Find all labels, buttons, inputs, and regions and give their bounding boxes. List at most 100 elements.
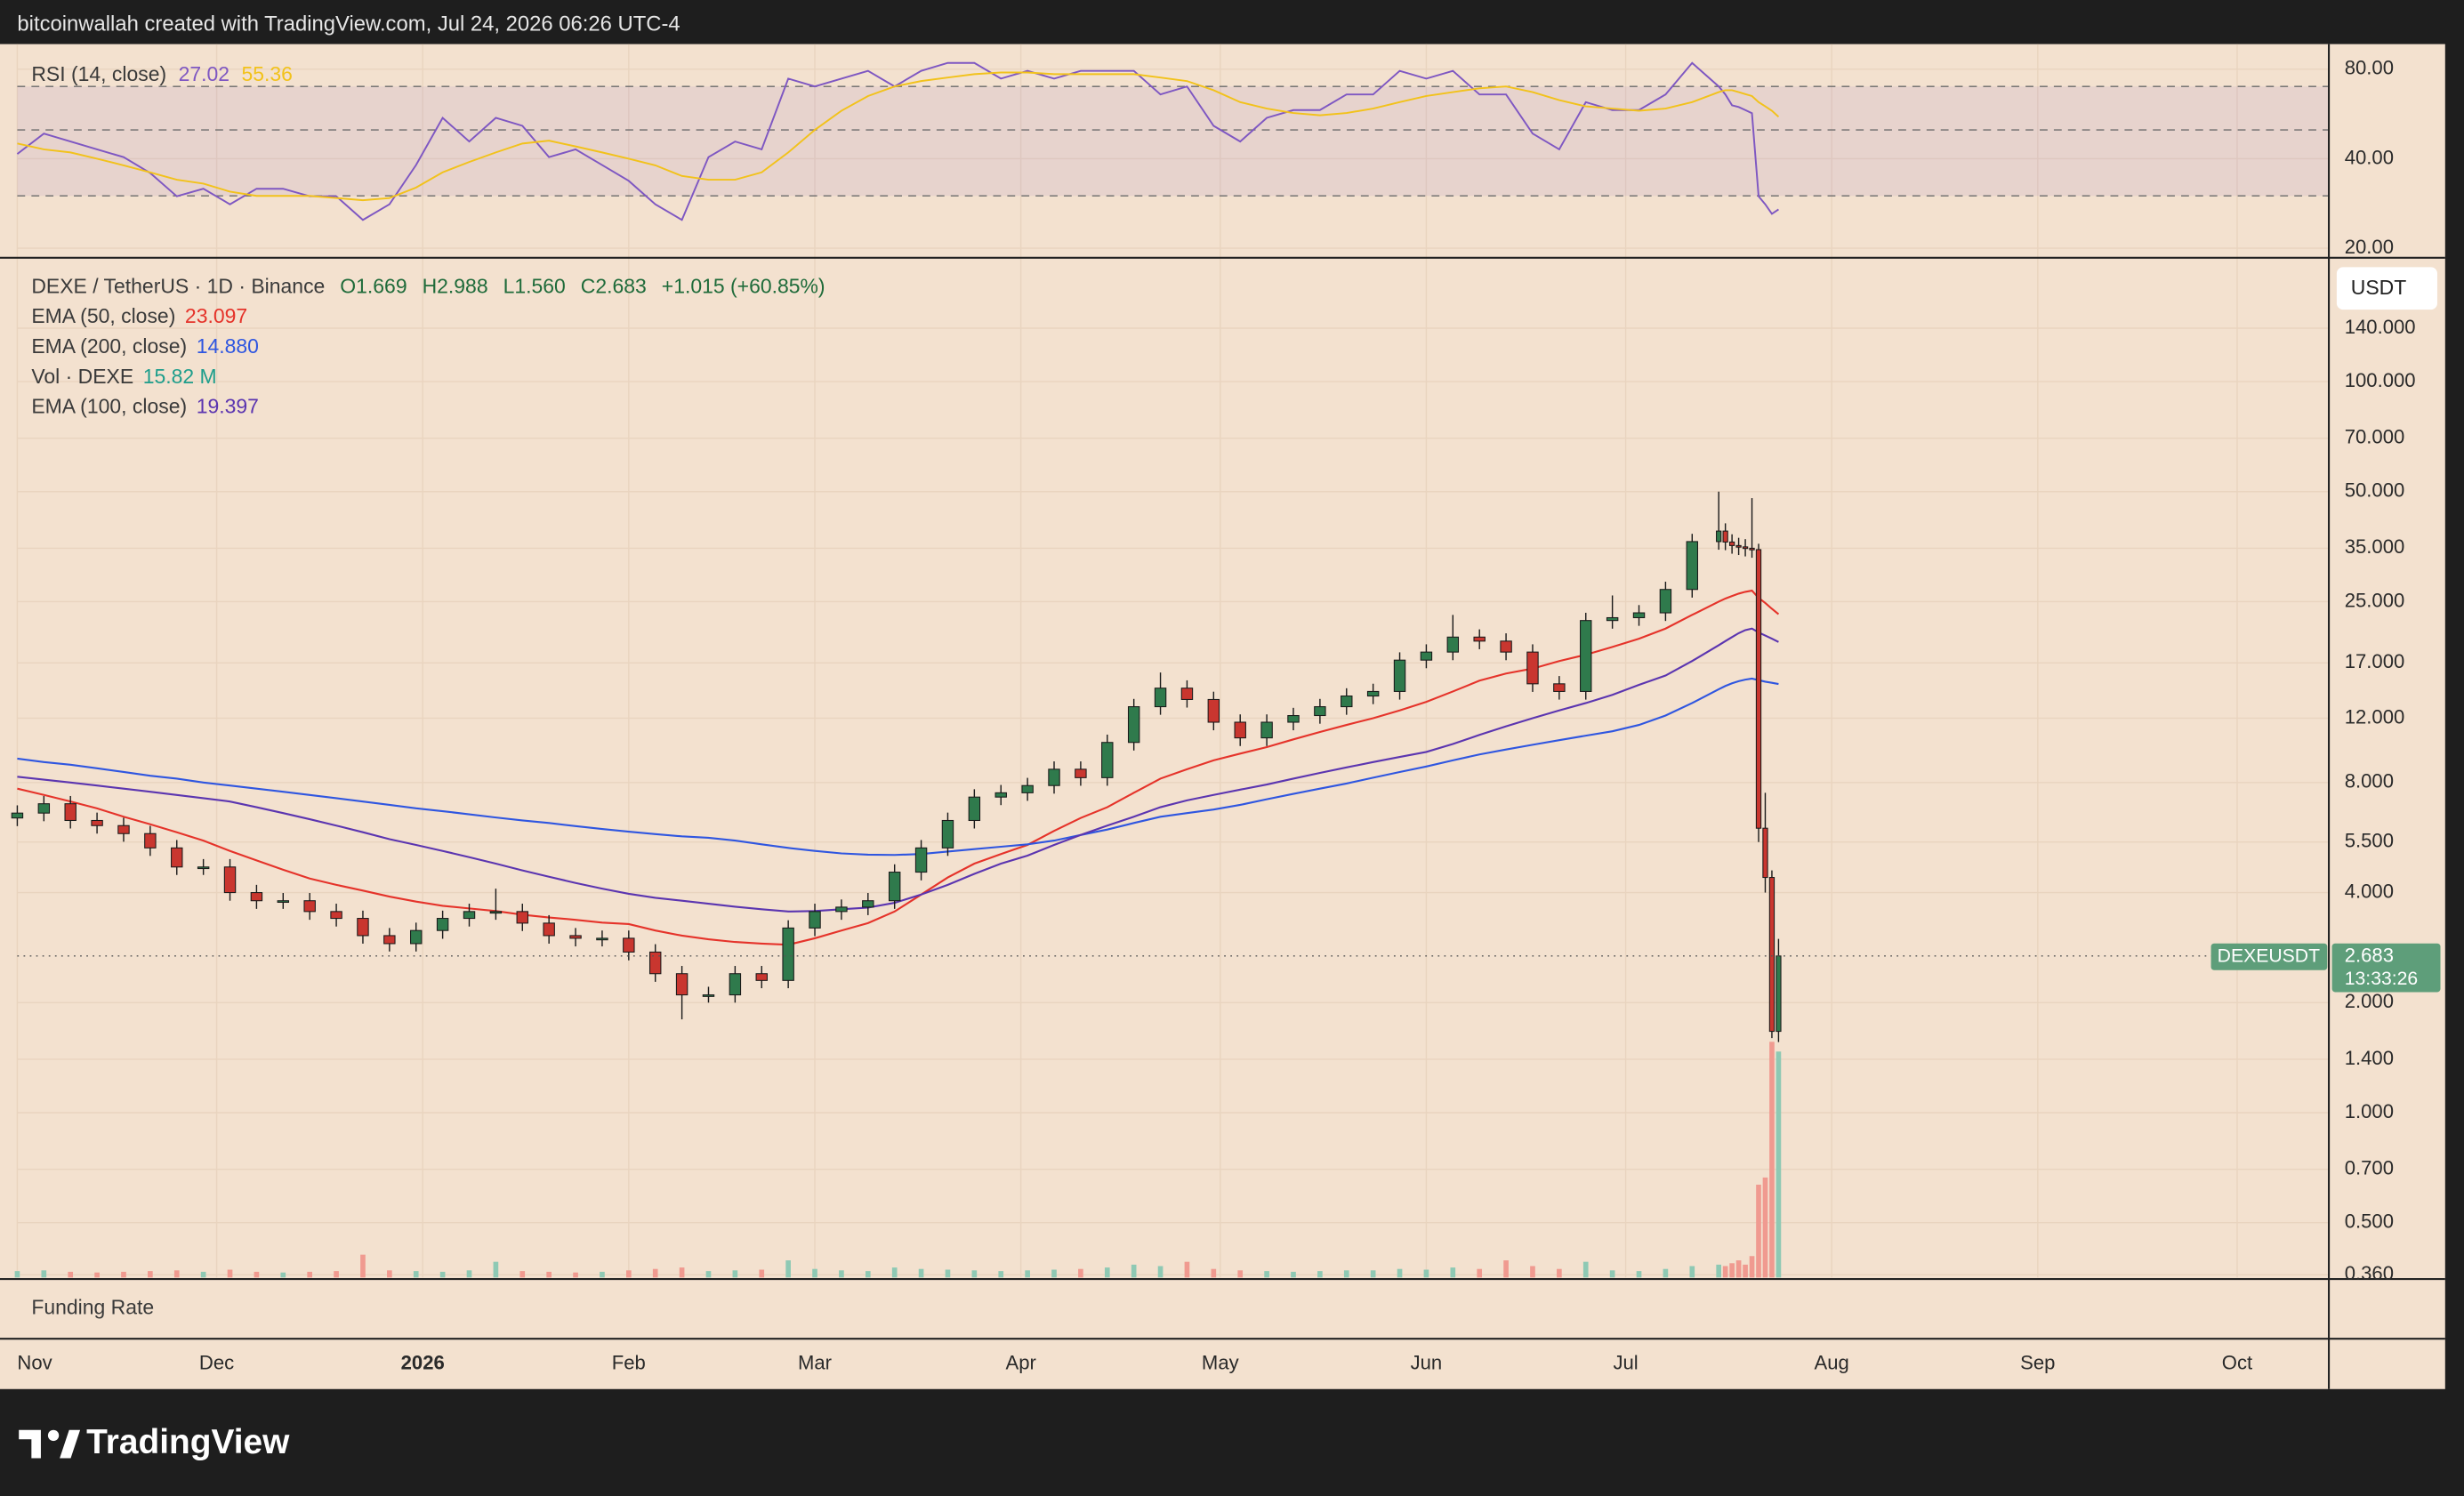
- ohlc-open: O1.669: [340, 274, 407, 297]
- volume-bar: [1397, 1268, 1403, 1278]
- volume-bar: [1370, 1270, 1376, 1278]
- currency-button[interactable]: USDT: [2336, 267, 2437, 310]
- volume-bar: [280, 1272, 286, 1278]
- rsi-legend: RSI (14, close) 27.02 55.36: [31, 62, 293, 85]
- volume-bar: [466, 1270, 472, 1278]
- indicator-legend: EMA (50, close) 23.097 EMA (200, close) 14.…: [31, 304, 259, 418]
- volume-bar: [121, 1271, 126, 1278]
- volume-bar: [573, 1272, 578, 1278]
- chart-background: [0, 44, 2445, 1389]
- volume-bar: [1184, 1261, 1190, 1278]
- price-tag-price: 2.683: [2345, 945, 2394, 967]
- candle-body: [543, 922, 555, 937]
- axes: 140.000 100.000 70.000 50.000 35.000 25.000 17…: [17, 57, 2441, 1373]
- volume-bar: [173, 1270, 180, 1278]
- volume-bar: [1769, 1042, 1775, 1278]
- volume-bar: [1291, 1271, 1296, 1278]
- volume-bar: [1735, 1260, 1742, 1278]
- brand-name: TradingView: [86, 1423, 290, 1461]
- legend-value: 23.097: [185, 304, 247, 327]
- currency-button-label[interactable]: USDT: [2351, 276, 2406, 299]
- y-tick-label: 0.360: [2345, 1262, 2394, 1284]
- volume-bar: [387, 1270, 392, 1278]
- candle-body: [489, 911, 503, 914]
- volume-bar: [1157, 1266, 1164, 1278]
- x-tick-label: Oct: [2222, 1351, 2252, 1373]
- candle-body: [11, 812, 24, 819]
- y-tick-label: 25.000: [2345, 589, 2405, 611]
- candle-body: [835, 906, 848, 913]
- volume-bar: [148, 1271, 153, 1278]
- price-tag-countdown: 13:33:26: [2345, 969, 2418, 989]
- candle-body: [755, 973, 768, 981]
- volume-bar: [918, 1268, 924, 1278]
- volume-bar: [227, 1269, 233, 1278]
- candle-body: [303, 900, 316, 913]
- volume-bar: [546, 1271, 552, 1278]
- volume-bar: [1051, 1269, 1057, 1278]
- volume-bar: [439, 1271, 446, 1278]
- volume-bar: [1743, 1264, 1748, 1278]
- y-tick-label: 5.500: [2345, 830, 2394, 852]
- legend-entry: EMA (200, close) 14.880: [31, 334, 259, 358]
- volume-bar: [14, 1271, 20, 1278]
- candle-body: [1659, 589, 1672, 614]
- volume-bar: [945, 1269, 951, 1278]
- brand-logo: [19, 1429, 81, 1459]
- volume-bar: [1211, 1268, 1217, 1278]
- candle-body: [1606, 616, 1619, 622]
- volume-bar: [1343, 1270, 1349, 1278]
- candle-body: [1393, 659, 1406, 692]
- x-tick-label: Sep: [2020, 1351, 2055, 1373]
- legend-entry: EMA (100, close) 19.397: [31, 395, 259, 418]
- candle-body: [1366, 690, 1380, 697]
- candle-body: [1260, 721, 1273, 739]
- symbol-legend: DEXE / TetherUS · 1D · Binance O1.669 H2…: [31, 274, 825, 297]
- y-tick-label: 50.000: [2345, 479, 2405, 502]
- volume-bar: [1237, 1270, 1244, 1278]
- volume-bar: [652, 1268, 658, 1278]
- candle-body: [1716, 530, 1722, 543]
- candle-body: [702, 994, 715, 997]
- volume-bar: [971, 1270, 978, 1278]
- x-tick-label: Jun: [1411, 1351, 1443, 1373]
- ema-line: [17, 677, 1779, 857]
- candle-body: [1075, 768, 1087, 778]
- y-tick-label: 70.000: [2345, 426, 2405, 448]
- volume-bar: [68, 1271, 74, 1278]
- volume-bar: [1729, 1263, 1735, 1278]
- legend-name: EMA (100, close): [31, 395, 187, 418]
- volume-bar: [1423, 1269, 1429, 1278]
- candle-body: [1154, 688, 1167, 708]
- candle-body: [64, 803, 76, 822]
- y-tick-label: 1.000: [2345, 1100, 2394, 1122]
- y-tick-label: 8.000: [2345, 770, 2394, 792]
- candle-body: [1749, 547, 1755, 551]
- candle-body: [436, 918, 449, 931]
- volume-bar: [1530, 1266, 1535, 1278]
- candle-body: [1686, 541, 1699, 591]
- volume-bar: [1636, 1271, 1642, 1278]
- candle-body: [782, 927, 794, 981]
- y-tick-label: 17.000: [2345, 650, 2405, 672]
- volume-bar: [891, 1267, 898, 1278]
- candle-body: [250, 892, 263, 902]
- candle-body: [37, 803, 51, 814]
- volume-bar: [705, 1271, 712, 1278]
- candle-body: [144, 832, 157, 849]
- volume-bar: [1025, 1270, 1030, 1278]
- volume-bar: [865, 1271, 871, 1278]
- currency-button-bg[interactable]: [2336, 267, 2437, 310]
- y-tick-label: 140.000: [2345, 316, 2416, 338]
- candle-body: [1101, 742, 1114, 778]
- rsi-line: [17, 71, 1780, 202]
- volume-bar: [785, 1260, 791, 1278]
- x-tick-label: Mar: [798, 1351, 832, 1373]
- candle-body: [994, 792, 1007, 798]
- volume-bar: [1317, 1271, 1323, 1278]
- candle-body: [968, 796, 981, 822]
- legend-value: 19.397: [197, 395, 259, 418]
- ohlc-high: H2.988: [423, 274, 488, 297]
- volume-bar: [254, 1271, 260, 1278]
